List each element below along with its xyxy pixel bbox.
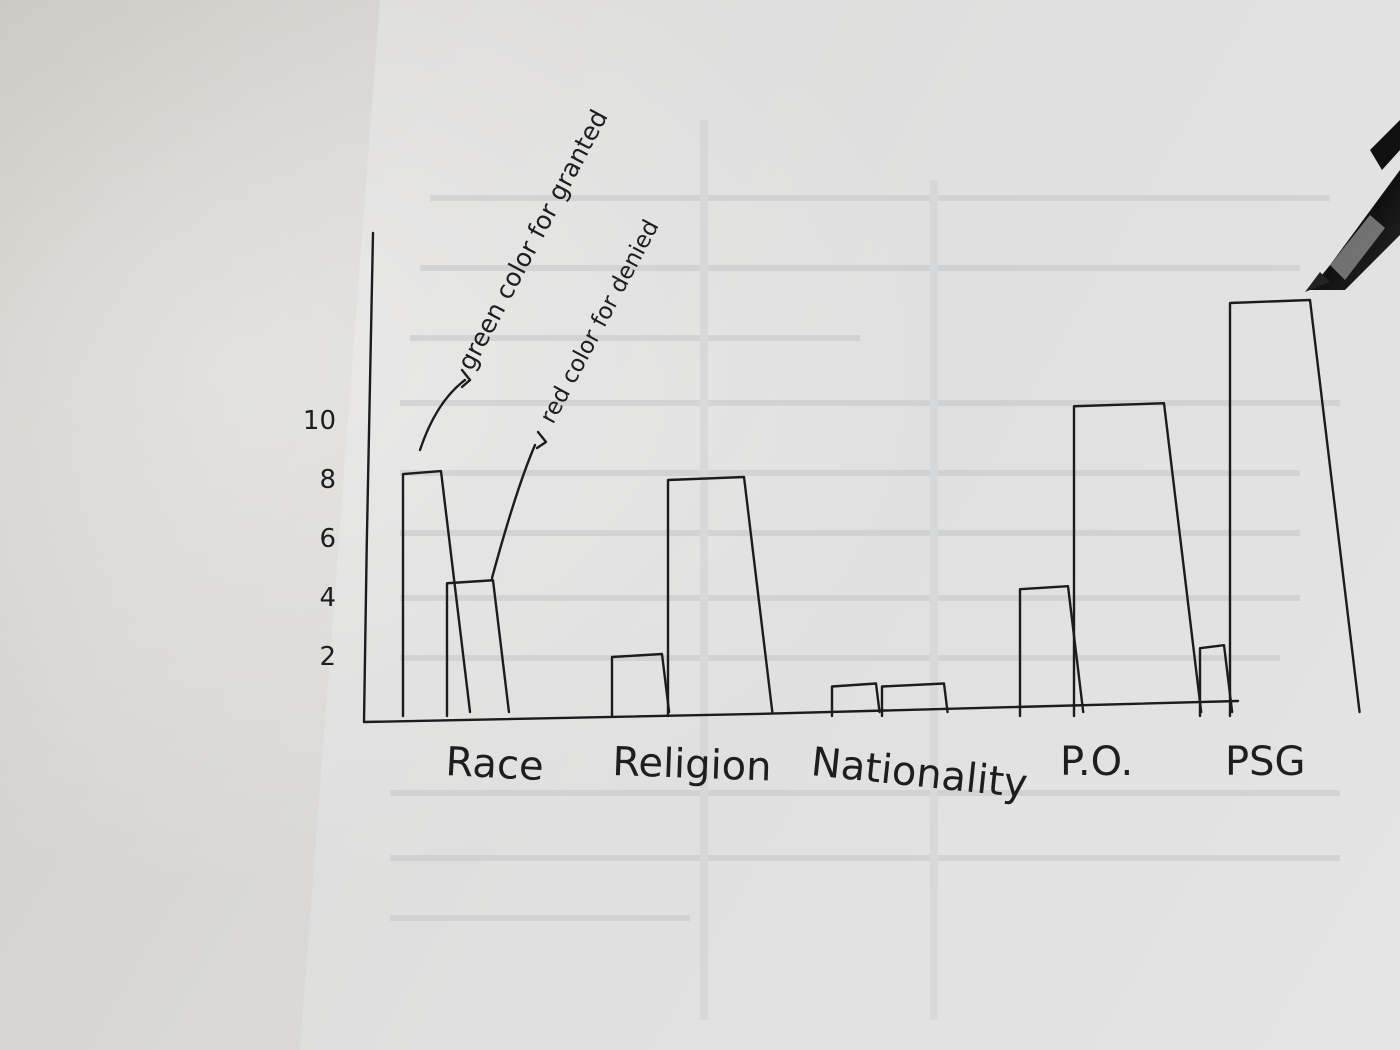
- x-axis-line: [362, 699, 1240, 724]
- green-bar-nationality: [830, 682, 881, 718]
- red-bar-race: [445, 579, 511, 718]
- bleed-through-text: [390, 120, 1340, 1020]
- pen-icon: [1305, 120, 1400, 292]
- x-category-label: PSG: [1225, 739, 1306, 785]
- green-bar-psg: [1198, 643, 1234, 718]
- red-annotation-leader: [490, 443, 537, 580]
- red-bar-po: [1072, 402, 1203, 718]
- x-category-label: P.O.: [1060, 739, 1133, 785]
- bar-series: [401, 298, 1361, 718]
- x-category-label: Religion: [612, 739, 773, 791]
- red-bar-psg: [1228, 298, 1361, 718]
- green-annotation-arrowhead: [460, 368, 472, 389]
- red-bar-religion: [666, 475, 774, 718]
- y-tick-label: 6: [319, 524, 336, 554]
- red-annotation-arrowhead: [535, 430, 548, 450]
- chart-axes: [362, 231, 1240, 724]
- green-annotation-leader: [418, 378, 467, 452]
- x-category-label: Race: [444, 739, 544, 790]
- y-tick-label: 8: [319, 465, 336, 495]
- green-bar-religion: [610, 652, 671, 718]
- red-bar-nationality: [880, 682, 949, 718]
- green-bar-po: [1018, 584, 1085, 718]
- y-tick-label: 4: [319, 583, 336, 613]
- y-tick-label: 10: [303, 406, 336, 436]
- y-axis-line: [362, 231, 375, 724]
- y-tick-labels: 2 4 6 8 10: [303, 406, 336, 672]
- green-bar-race: [401, 469, 472, 718]
- y-tick-label: 2: [319, 642, 336, 672]
